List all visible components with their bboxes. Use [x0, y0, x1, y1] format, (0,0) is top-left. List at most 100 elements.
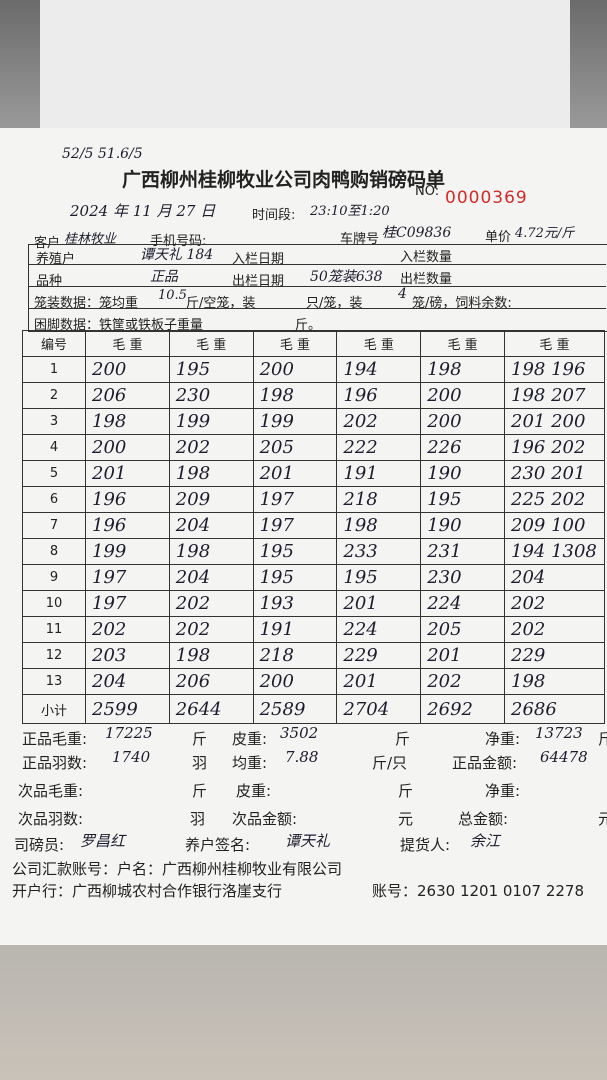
weight-cell: 200 [85, 356, 170, 383]
weight-cell: 202 [85, 616, 170, 643]
row-number: 5 [22, 460, 86, 487]
field-label: 正品金额: [452, 754, 518, 772]
weight-cell: 198 [420, 356, 505, 383]
field-label: 斤 [398, 782, 414, 800]
weight-cell: 198 [252, 382, 338, 409]
weight-cell: 198 207 [504, 382, 605, 409]
handwritten-value: 3502 [280, 724, 319, 742]
weight-cell: 202 [504, 616, 605, 643]
column-header: 毛 重 [85, 330, 170, 357]
column-header: 毛 重 [168, 330, 254, 357]
weight-cell: 229 [336, 642, 422, 669]
rule [28, 264, 606, 265]
handwritten-value: 7.88 [285, 748, 319, 766]
column-header: 毛 重 [252, 330, 338, 357]
table-row: 6 196 209 197 218 195 225 202 [22, 486, 605, 513]
row-number: 11 [22, 616, 86, 643]
field-label: 净重: [485, 730, 521, 748]
subtotal-cell: 2644 [168, 694, 254, 724]
weight-cell: 196 [85, 486, 170, 513]
field-label: 斤 [395, 730, 411, 748]
breed: 正品 [150, 269, 178, 285]
weight-cell: 198 [85, 408, 170, 435]
weight-cell: 198 [168, 642, 254, 669]
field-label: 斤 [598, 730, 607, 748]
row-number: 8 [22, 538, 86, 565]
table-row: 4 200 202 205 222 226 196 202 [22, 434, 605, 461]
weight-cell: 199 [252, 408, 338, 435]
cage-weight: 10.5 [158, 288, 187, 303]
table-row: 9 197 204 195 195 230 204 [22, 564, 605, 591]
weight-table: 编号毛 重毛 重毛 重毛 重毛 重毛 重 1 200 195 200 194 198 198… [22, 330, 605, 724]
subtotal-cell: 2692 [420, 694, 505, 724]
column-header: 毛 重 [420, 330, 505, 357]
table-row: 8 199 198 195 233 231 194 1308 [22, 538, 605, 565]
weight-cell: 197 [252, 486, 338, 513]
table-row: 3 198 199 199 202 200 201 200 [22, 408, 605, 435]
row-number: 3 [22, 408, 86, 435]
field-label: 羽 [190, 810, 206, 828]
time: 23:10至1:20 [310, 204, 390, 219]
weight-cell: 191 [252, 616, 338, 643]
cage-unit: 斤/空笼，装 [186, 296, 256, 311]
row-number: 9 [22, 564, 86, 591]
weight-cell: 204 [168, 564, 254, 591]
table-row: 12 203 198 218 229 201 229 [22, 642, 605, 669]
row-number: 12 [22, 642, 86, 669]
weight-cell: 200 [420, 408, 505, 435]
handwritten-value: 余江 [470, 832, 501, 850]
out-note: 50笼装638 [310, 269, 383, 285]
column-header: 毛 重 [504, 330, 605, 357]
row-number: 10 [22, 590, 86, 617]
field-label: 养户签名: [185, 836, 251, 854]
weight-cell: 203 [85, 642, 170, 669]
table-row: 13 204 206 200 201 202 198 [22, 668, 605, 695]
basket-unit: 斤。 [295, 318, 322, 333]
weight-cell: 222 [336, 434, 422, 461]
weight-cell: 195 [252, 564, 338, 591]
subtotal-cell: 2599 [85, 694, 170, 724]
weight-cell: 224 [336, 616, 422, 643]
weight-cell: 200 [85, 434, 170, 461]
per-cage-label: 只/笼，装 [306, 296, 363, 311]
row-number: 7 [22, 512, 86, 539]
weight-cell: 202 [504, 590, 605, 617]
form-title: 广西柳州桂柳牧业公司肉鸭购销磅码单 [122, 169, 446, 191]
field-label: 开户行：广西柳城农村合作银行洛崖支行 [12, 882, 283, 900]
field-label: 皮重: [232, 730, 268, 748]
weight-cell: 202 [168, 434, 254, 461]
field-label: 元 [398, 810, 414, 828]
weight-cell: 205 [420, 616, 505, 643]
weight-cell: 191 [336, 460, 422, 487]
weight-cell: 195 [420, 486, 505, 513]
weight-cell: 200 [420, 382, 505, 409]
subtotal-row: 小计 2599 2644 2589 2704 2692 2686 [22, 694, 605, 724]
customer: 桂林牧业 [64, 232, 117, 247]
weight-cell: 195 [252, 538, 338, 565]
weight-cell: 201 200 [504, 408, 605, 435]
weight-cell: 204 [168, 512, 254, 539]
price-label: 单价 [485, 230, 512, 245]
price: 4.72元/斤 [515, 226, 575, 241]
no-label: NO: [415, 184, 440, 199]
weight-cell: 209 100 [504, 512, 605, 539]
column-header: 毛 重 [336, 330, 422, 357]
weight-cell: 201 [420, 642, 505, 669]
subtotal-cell: 2589 [252, 694, 338, 724]
weight-cell: 226 [420, 434, 505, 461]
handwritten-value: 罗昌红 [80, 832, 126, 850]
weight-cell: 201 [336, 668, 422, 695]
weight-cell: 206 [85, 382, 170, 409]
row-number: 2 [22, 382, 86, 409]
weight-cell: 230 [420, 564, 505, 591]
field-label: 皮重: [236, 782, 272, 800]
customer-label: 客户 [34, 236, 61, 251]
table-row: 10 197 202 193 201 224 202 [22, 590, 605, 617]
weight-cell: 201 [336, 590, 422, 617]
plate: 桂C09836 [382, 225, 452, 241]
weight-cell: 233 [336, 538, 422, 565]
field-label: 次品金额: [232, 810, 298, 828]
row-number: 13 [22, 668, 86, 695]
weight-cell: 225 202 [504, 486, 605, 513]
field-label: 斤 [192, 730, 208, 748]
